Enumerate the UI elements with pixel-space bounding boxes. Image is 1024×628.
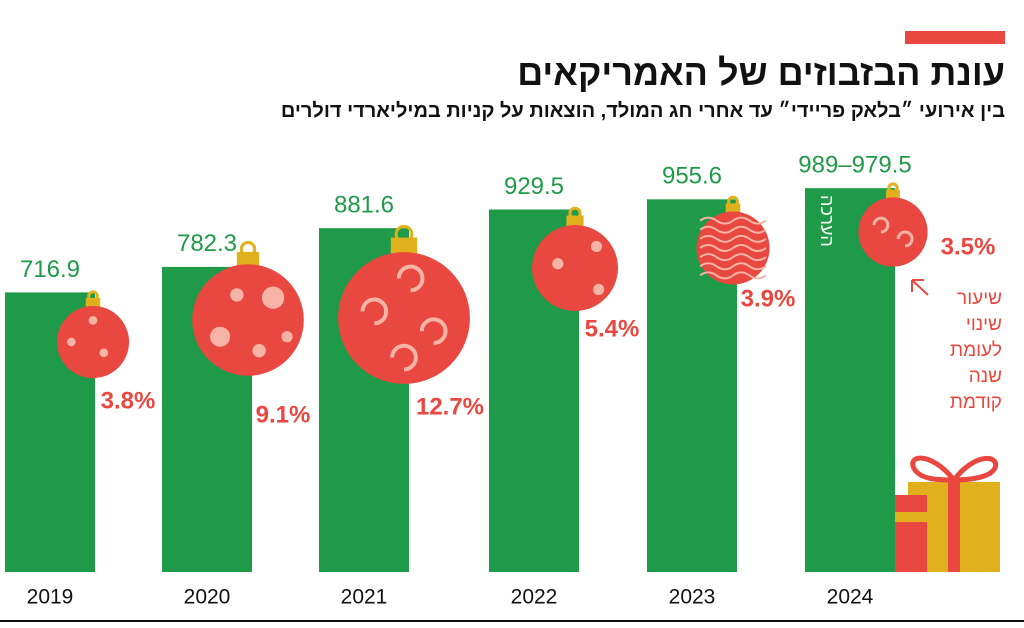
ornament-loop	[568, 206, 582, 221]
value-label: 955.6	[662, 163, 722, 190]
ornament-wave	[699, 271, 767, 280]
ornament-star	[552, 258, 564, 270]
ornament-cap	[390, 237, 418, 257]
ornament-dot	[281, 331, 293, 343]
ornament-swirl	[396, 264, 425, 293]
note-arrow	[911, 279, 929, 296]
ornament-swirl	[390, 343, 418, 372]
chart-title: עונת הבזבוזים של האמריקאים	[517, 52, 1005, 93]
change-label: 12.7%	[416, 393, 484, 420]
ornament-wave	[699, 225, 767, 234]
ornament-wave	[699, 253, 767, 262]
ornament	[696, 195, 770, 285]
ornament-loop	[727, 195, 739, 208]
note-line: לעומת	[949, 340, 1002, 361]
ornament-wave	[699, 244, 767, 252]
note-line: שיעור	[957, 288, 1002, 309]
ornament-ball	[338, 252, 470, 384]
note-line: קודמת	[949, 392, 1002, 413]
changes-note: שיעור שינוי לעומת שנה קודמת	[950, 286, 1002, 416]
change-label: 9.1%	[256, 401, 311, 428]
ornament	[56, 290, 130, 379]
ornament-wave	[699, 216, 767, 225]
ornament-loop	[394, 224, 414, 244]
value-label: 782.3	[177, 230, 237, 257]
ornament-dot	[210, 326, 231, 347]
ornament	[192, 240, 304, 376]
change-label: 3.8%	[101, 387, 156, 414]
ornament-ball	[192, 264, 304, 376]
ornament-swirl	[360, 297, 389, 326]
x-tick-label: 2019	[27, 586, 74, 609]
ornament-cap	[886, 189, 900, 200]
ornament-cap	[85, 298, 101, 309]
ornament-star	[590, 240, 603, 253]
ornament	[858, 182, 928, 267]
ornament-loop	[887, 182, 899, 194]
ornament-loop	[239, 240, 257, 258]
ornament-dot	[88, 316, 98, 325]
value-label: 881.6	[334, 192, 394, 219]
value-label: 929.5	[504, 173, 564, 200]
value-label: 989–979.5	[798, 151, 911, 178]
ornament-cap	[725, 203, 741, 214]
accent-bar	[905, 31, 1005, 44]
ornament	[532, 206, 618, 311]
ornament-swirl	[896, 230, 914, 248]
ornament-dot	[99, 348, 109, 358]
ornament-swirl	[419, 317, 448, 346]
ornament-loop	[87, 290, 99, 303]
x-tick-label: 2023	[669, 586, 716, 609]
ornament	[338, 224, 470, 384]
ornament-wave	[699, 234, 767, 243]
ornament-cap	[566, 215, 584, 228]
ornament-wave	[699, 262, 767, 271]
x-tick-label: 2024	[827, 586, 874, 609]
ornament-dot	[261, 286, 285, 309]
chart-subtitle: בין אירועי ״בלאק פריידי״ עד אחרי חג המול…	[280, 100, 1005, 122]
change-label: 3.5%	[941, 233, 996, 260]
change-label: 5.4%	[585, 315, 640, 342]
ornament-dot	[252, 343, 266, 358]
ornament-ball	[532, 225, 618, 311]
ornament-ball	[858, 197, 928, 267]
note-line: שינוי	[965, 314, 1002, 335]
x-tick-label: 2022	[511, 586, 558, 609]
x-tick-label: 2021	[341, 586, 388, 609]
ornament-ball	[56, 305, 130, 379]
note-line: שנה	[968, 366, 1002, 387]
x-tick-label: 2020	[184, 586, 231, 609]
ornament-star	[593, 283, 605, 296]
ornament-swirl	[872, 216, 890, 234]
estimate-label: הערכה	[817, 195, 837, 247]
value-label: 716.9	[20, 256, 80, 283]
change-label: 3.9%	[741, 285, 796, 312]
ornament-dot	[230, 288, 244, 302]
ornament-dot	[67, 337, 76, 347]
ornament-cap	[236, 251, 260, 268]
